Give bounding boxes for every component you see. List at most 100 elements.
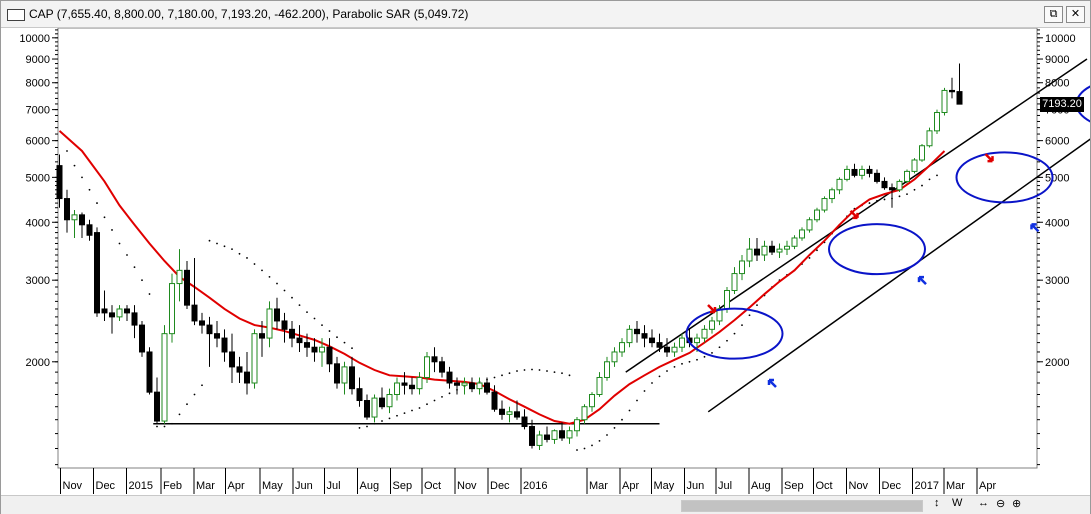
sar-dot bbox=[411, 409, 413, 412]
candle-down bbox=[529, 426, 535, 446]
candle-up bbox=[791, 237, 798, 247]
y-tick-label-left: 3000 bbox=[26, 275, 50, 287]
candle-down bbox=[334, 363, 340, 384]
horizontal-scale-icon[interactable]: ↔ bbox=[978, 497, 989, 509]
sar-dot bbox=[658, 375, 661, 378]
sar-dot bbox=[441, 395, 443, 398]
vertical-scale-icon[interactable]: ↕ bbox=[934, 497, 940, 509]
candle-down bbox=[754, 248, 760, 256]
candle-up bbox=[739, 260, 745, 275]
x-tick-label: Nov bbox=[63, 480, 83, 492]
sar-dot bbox=[636, 399, 638, 402]
sar-dot bbox=[351, 347, 353, 350]
candle-down bbox=[281, 320, 288, 330]
sar-dot bbox=[448, 392, 451, 395]
y-tick-label-left: 2000 bbox=[26, 357, 50, 369]
candle-down bbox=[311, 346, 318, 353]
candle-down bbox=[521, 416, 528, 428]
candle-up bbox=[319, 346, 325, 353]
blue-arrow-icon-path bbox=[1030, 223, 1040, 233]
y-tick-label-left: 4000 bbox=[26, 217, 50, 229]
sar-dot bbox=[868, 202, 871, 204]
candle-down bbox=[199, 320, 205, 326]
restore-button[interactable]: ⧉ bbox=[1044, 6, 1063, 23]
sar-dot bbox=[163, 425, 166, 428]
candle-up bbox=[386, 394, 393, 408]
sar-dot bbox=[561, 372, 563, 375]
sar-dot bbox=[343, 341, 346, 344]
sar-dot bbox=[651, 382, 653, 384]
sar-dot bbox=[103, 216, 106, 219]
sar-dot bbox=[426, 403, 428, 406]
sar-dot bbox=[598, 440, 601, 442]
x-tick-label: Jun bbox=[295, 480, 313, 492]
sar-dot bbox=[141, 279, 143, 282]
sar-dot bbox=[921, 184, 923, 187]
candle-down bbox=[191, 304, 198, 322]
y-tick-label-right: 5000 bbox=[1045, 172, 1069, 184]
x-tick-label: Aug bbox=[360, 480, 380, 492]
candle-down bbox=[221, 337, 228, 353]
red-arrow-icon bbox=[984, 153, 994, 163]
y-tick-label-left: 8000 bbox=[26, 78, 50, 90]
y-tick-label-left: 10000 bbox=[19, 33, 50, 45]
candle-down bbox=[236, 366, 243, 373]
blue-arrow-icon bbox=[917, 275, 927, 286]
candle-up bbox=[829, 189, 835, 200]
sar-dot bbox=[66, 150, 68, 152]
candle-up bbox=[266, 308, 273, 339]
red-arrow-icon-path bbox=[984, 153, 994, 163]
candle-down bbox=[956, 91, 963, 105]
candle-up bbox=[581, 406, 588, 421]
candle-down bbox=[881, 180, 888, 189]
sar-dot bbox=[733, 332, 736, 335]
sar-dot bbox=[876, 199, 878, 202]
sar-dot bbox=[126, 254, 128, 256]
sar-dot bbox=[741, 324, 743, 326]
candle-up bbox=[776, 248, 783, 253]
candle-down bbox=[56, 165, 63, 200]
scrollbar-thumb[interactable] bbox=[682, 501, 922, 511]
red-arrow-icon bbox=[707, 304, 717, 314]
channel-lower-line bbox=[707, 138, 1090, 413]
candle-down bbox=[184, 269, 190, 306]
chart-window-icon bbox=[7, 9, 25, 21]
candle-down bbox=[304, 342, 310, 348]
candle-down bbox=[139, 324, 145, 353]
sar-dot bbox=[748, 314, 751, 317]
candle-up bbox=[461, 382, 468, 386]
sar-dot bbox=[81, 176, 83, 179]
zoom-in-icon[interactable]: ⊕ bbox=[1012, 498, 1022, 510]
candle-down bbox=[131, 312, 138, 326]
sar-dot bbox=[73, 164, 76, 167]
sar-dot bbox=[216, 242, 218, 245]
red-arrow-icon bbox=[849, 209, 859, 220]
candle-up bbox=[671, 346, 678, 353]
horizontal-scrollbar[interactable] bbox=[681, 500, 923, 512]
sar-dot bbox=[223, 245, 226, 248]
sar-dot bbox=[928, 178, 931, 181]
sar-dot bbox=[388, 417, 391, 420]
close-button[interactable]: ✕ bbox=[1066, 6, 1085, 23]
sar-dot bbox=[358, 427, 361, 429]
sar-dot bbox=[321, 324, 323, 326]
sar-dot bbox=[516, 370, 518, 372]
x-tick-label: Jul bbox=[718, 480, 732, 492]
candle-up bbox=[619, 342, 625, 353]
x-tick-label: Feb bbox=[163, 480, 182, 492]
sar-dot bbox=[696, 358, 698, 361]
candle-up bbox=[551, 430, 558, 440]
candle-down bbox=[356, 388, 363, 402]
sar-dot bbox=[283, 289, 286, 292]
sar-dot bbox=[538, 369, 541, 371]
y-tick-label-right: 3000 bbox=[1045, 275, 1069, 287]
x-tick-label: Nov bbox=[457, 480, 477, 492]
weekly-period-button[interactable]: W bbox=[952, 497, 963, 509]
sar-dot bbox=[726, 339, 728, 342]
candle-up bbox=[731, 273, 738, 291]
zoom-out-icon[interactable]: ⊖ bbox=[996, 498, 1006, 510]
sar-dot bbox=[148, 293, 151, 295]
x-tick-label: Jun bbox=[687, 480, 705, 492]
candle-up bbox=[626, 328, 633, 344]
sar-dot bbox=[531, 368, 533, 371]
